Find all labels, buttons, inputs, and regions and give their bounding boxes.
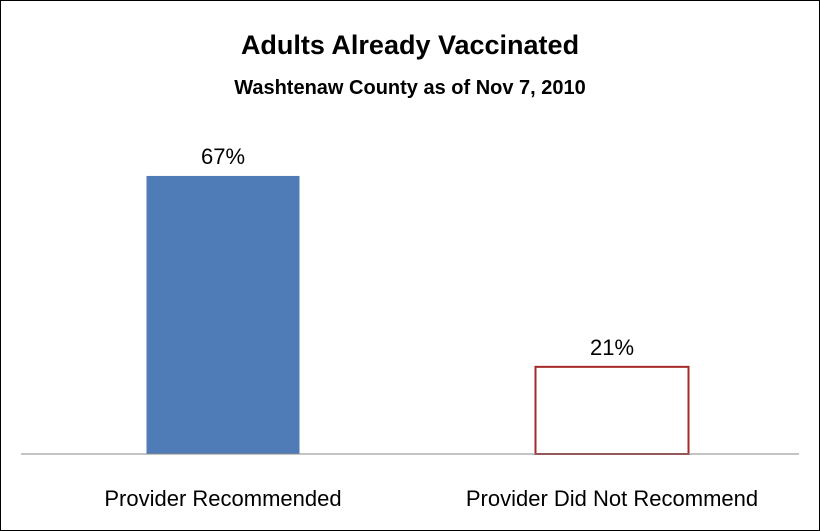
data-label: 67%: [201, 144, 245, 169]
bar-provider-recommended: [146, 175, 300, 454]
data-label: 21%: [590, 335, 634, 360]
chart-subtitle: Washtenaw County as of Nov 7, 2010: [234, 77, 586, 99]
chart-title: Adults Already Vaccinated: [241, 30, 579, 60]
x-tick-label: Provider Did Not Recommend: [466, 486, 758, 511]
x-tick-label: Provider Recommended: [104, 486, 341, 511]
bar-provider-did-not-recommend: [534, 365, 690, 456]
bars-group: 67% Provider Recommended 21% Provider Did N…: [104, 144, 758, 511]
